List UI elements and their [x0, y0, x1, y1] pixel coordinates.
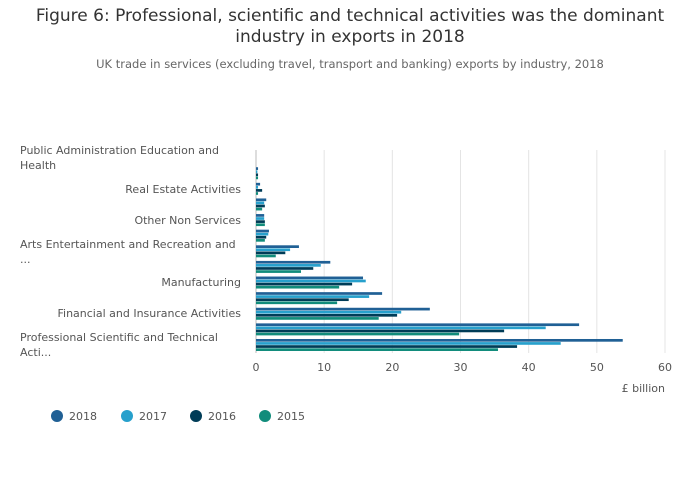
bar: [256, 260, 331, 264]
bar: [256, 292, 383, 295]
bar: [256, 201, 265, 205]
bar: [256, 214, 265, 217]
bar: [256, 254, 276, 258]
legend-label: 2017: [139, 410, 167, 423]
x-tick-label: 0: [253, 361, 260, 374]
legend-marker: [259, 410, 271, 422]
bar: [256, 238, 265, 242]
x-tick-label: 50: [590, 361, 604, 374]
y-tick-label: Other Non Services: [20, 200, 241, 240]
x-tick-label: 60: [658, 361, 672, 374]
x-axis-title: £ billion: [622, 382, 665, 395]
bar: [256, 182, 261, 186]
bar: [256, 301, 338, 305]
bar: [256, 345, 518, 348]
bar: [256, 189, 263, 192]
bar: [256, 276, 364, 280]
legend-marker: [190, 410, 202, 422]
legend-label: 2016: [208, 410, 236, 423]
bar: [256, 207, 263, 211]
y-tick-text: Public Administration Education and Heal…: [20, 143, 219, 172]
bar: [256, 192, 259, 195]
y-tick-label: Manufacturing: [20, 263, 241, 303]
bar: [256, 198, 267, 202]
bar: [256, 264, 321, 267]
bar: [256, 185, 259, 189]
bar: [256, 298, 349, 302]
bar: [256, 232, 269, 236]
bar: [256, 323, 580, 327]
y-tick-label: Real Estate Activities: [20, 169, 241, 209]
legend-label: 2018: [69, 410, 97, 423]
legend-marker: [51, 410, 63, 422]
x-tick-label: 40: [522, 361, 536, 374]
bar: [256, 332, 460, 336]
y-tick-label: Financial and Insurance Activities: [20, 294, 241, 334]
bar: [256, 217, 265, 220]
y-tick-text: Arts Entertainment and Recreation and ..…: [20, 237, 236, 266]
y-tick-text: Other Non Services: [134, 213, 241, 227]
bar: [256, 223, 265, 227]
bar: [256, 204, 265, 208]
bar: [256, 295, 370, 298]
y-tick-text: Professional Scientific and Technical Ac…: [20, 331, 218, 360]
bar: [256, 270, 301, 273]
bar: [256, 251, 286, 255]
chart-subtitle: UK trade in services (excluding travel, …: [96, 57, 604, 71]
legend-label: 2015: [277, 410, 305, 423]
y-tick-label: Public Administration Education and Heal…: [20, 138, 241, 178]
bar: [256, 310, 402, 314]
bar: [256, 307, 430, 311]
bar: [256, 220, 265, 223]
bar: [256, 176, 259, 180]
bar: [256, 285, 340, 289]
bar: [256, 248, 291, 252]
bar: [256, 282, 353, 286]
bar: [256, 229, 269, 233]
bar: [256, 235, 267, 239]
y-tick-text: Financial and Insurance Activities: [57, 307, 241, 321]
bar: [256, 338, 623, 342]
bar: [256, 342, 561, 345]
bar: [256, 317, 379, 320]
y-tick-label: Arts Entertainment and Recreation and ..…: [20, 232, 241, 272]
bar: [256, 167, 259, 170]
chart-title: Figure 6: Professional, scientific and t…: [35, 6, 665, 47]
bar: [256, 348, 498, 351]
bar: [256, 326, 546, 330]
legend-marker: [121, 410, 133, 422]
y-tick-text: Real Estate Activities: [125, 182, 241, 196]
x-tick-label: 20: [385, 361, 399, 374]
bar: [256, 173, 259, 177]
bar: [256, 313, 398, 317]
x-tick-label: 30: [454, 361, 468, 374]
bar: [256, 329, 505, 333]
x-tick-label: 10: [317, 361, 331, 374]
bar: [256, 245, 299, 248]
y-tick-text: Manufacturing: [161, 276, 241, 290]
bar: [256, 279, 366, 283]
y-tick-label: Professional Scientific and Technical Ac…: [20, 325, 241, 365]
bar: [256, 267, 314, 270]
bar: [256, 170, 258, 174]
